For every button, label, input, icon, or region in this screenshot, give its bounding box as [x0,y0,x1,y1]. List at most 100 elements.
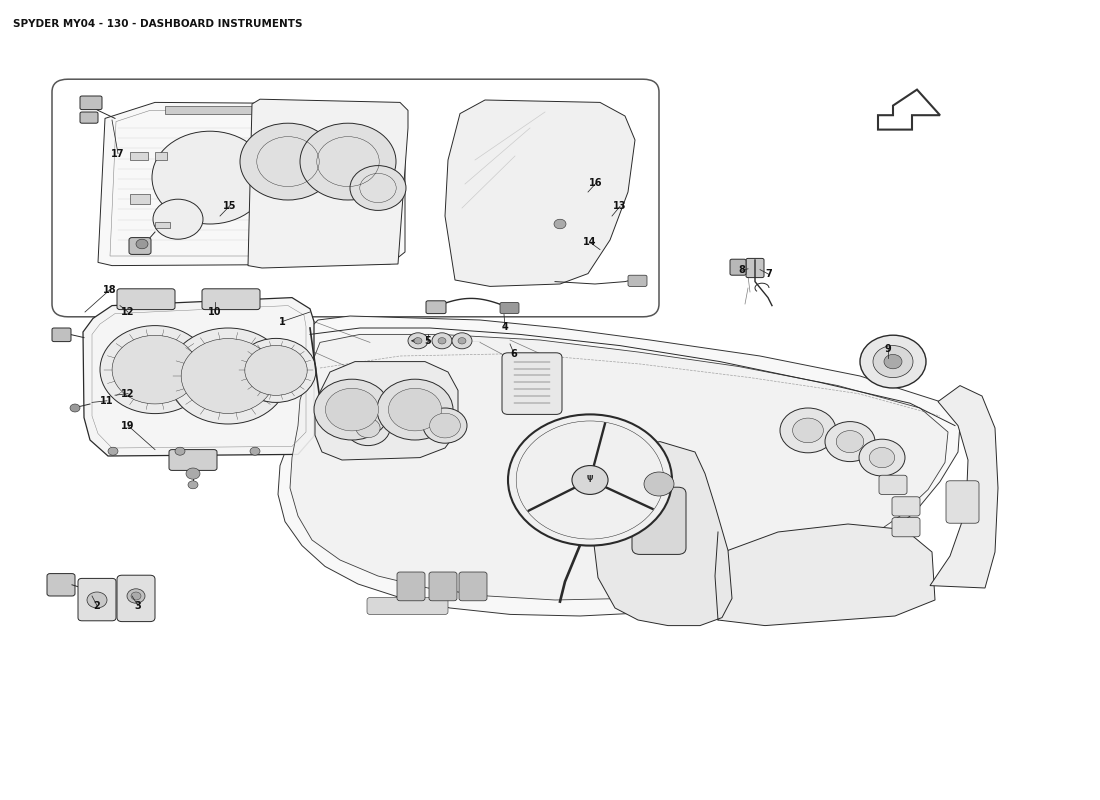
Circle shape [153,199,204,239]
Circle shape [250,447,260,455]
Circle shape [452,333,472,349]
FancyBboxPatch shape [202,289,260,310]
Circle shape [70,404,80,412]
FancyBboxPatch shape [52,79,659,317]
Text: 4: 4 [502,322,508,332]
Text: 13: 13 [614,202,627,211]
FancyBboxPatch shape [80,96,102,110]
Circle shape [315,390,365,430]
Bar [360,145,374,152]
Text: eurospares: eurospares [294,501,466,547]
Circle shape [136,239,149,249]
Circle shape [793,418,824,442]
Circle shape [458,338,466,344]
FancyBboxPatch shape [892,497,920,516]
FancyBboxPatch shape [500,302,519,314]
Text: SPYDER MY04 - 130 - DASHBOARD INSTRUMENTS: SPYDER MY04 - 130 - DASHBOARD INSTRUMENT… [13,19,302,30]
Polygon shape [278,316,960,616]
Circle shape [126,589,145,603]
Circle shape [644,472,674,496]
Text: 16: 16 [590,178,603,188]
Bar [340,218,356,224]
Circle shape [131,592,141,600]
Circle shape [182,338,275,414]
Circle shape [825,422,874,462]
Polygon shape [248,99,408,268]
Polygon shape [315,362,458,460]
Bar [130,152,148,160]
Polygon shape [446,100,635,286]
FancyBboxPatch shape [632,487,686,554]
Circle shape [869,447,894,468]
Circle shape [424,408,468,443]
Circle shape [836,430,864,453]
Circle shape [432,333,452,349]
Polygon shape [290,334,948,600]
FancyBboxPatch shape [397,572,425,601]
Circle shape [516,421,663,539]
Circle shape [873,346,913,378]
FancyBboxPatch shape [117,289,175,310]
Circle shape [175,447,185,455]
Circle shape [356,418,381,438]
Text: 6: 6 [510,349,517,358]
Polygon shape [592,442,732,626]
Bar [165,106,265,114]
Circle shape [430,414,461,438]
Circle shape [108,447,118,455]
Circle shape [780,408,836,453]
Polygon shape [98,102,405,266]
Circle shape [438,338,446,344]
Circle shape [152,131,268,224]
Circle shape [327,398,354,421]
FancyBboxPatch shape [367,598,448,614]
Polygon shape [715,524,935,626]
Bar [155,222,170,228]
FancyBboxPatch shape [129,238,151,254]
Circle shape [350,166,406,210]
Text: Ψ: Ψ [586,475,593,485]
Circle shape [414,338,422,344]
Circle shape [884,354,902,369]
Circle shape [377,379,453,440]
Text: 14: 14 [583,238,596,247]
FancyBboxPatch shape [892,518,920,537]
FancyBboxPatch shape [459,572,487,601]
Text: 3: 3 [134,601,142,610]
Text: 18: 18 [103,285,117,294]
Circle shape [554,219,566,229]
Circle shape [388,388,441,431]
FancyBboxPatch shape [946,481,979,523]
Circle shape [100,326,210,414]
FancyBboxPatch shape [879,475,908,494]
Text: 5: 5 [425,336,431,346]
Circle shape [112,335,198,404]
Circle shape [188,481,198,489]
Circle shape [346,410,390,446]
Circle shape [168,328,288,424]
FancyBboxPatch shape [52,328,72,342]
Text: 12: 12 [121,307,134,317]
FancyBboxPatch shape [78,578,116,621]
Circle shape [328,176,388,224]
Text: 9: 9 [884,344,891,354]
Text: 17: 17 [111,149,124,158]
Text: 8: 8 [738,266,746,275]
Text: 19: 19 [121,421,134,430]
Circle shape [87,592,107,608]
FancyBboxPatch shape [628,275,647,286]
Circle shape [236,338,316,402]
Text: 12: 12 [121,389,134,398]
Circle shape [186,468,200,479]
FancyBboxPatch shape [746,258,764,278]
Text: 7: 7 [766,270,772,279]
FancyBboxPatch shape [426,301,446,314]
FancyBboxPatch shape [730,259,746,275]
Circle shape [326,388,378,431]
Polygon shape [930,386,998,588]
FancyBboxPatch shape [169,450,217,470]
Circle shape [508,414,672,546]
FancyBboxPatch shape [80,112,98,123]
Circle shape [859,439,905,476]
Circle shape [245,346,307,395]
